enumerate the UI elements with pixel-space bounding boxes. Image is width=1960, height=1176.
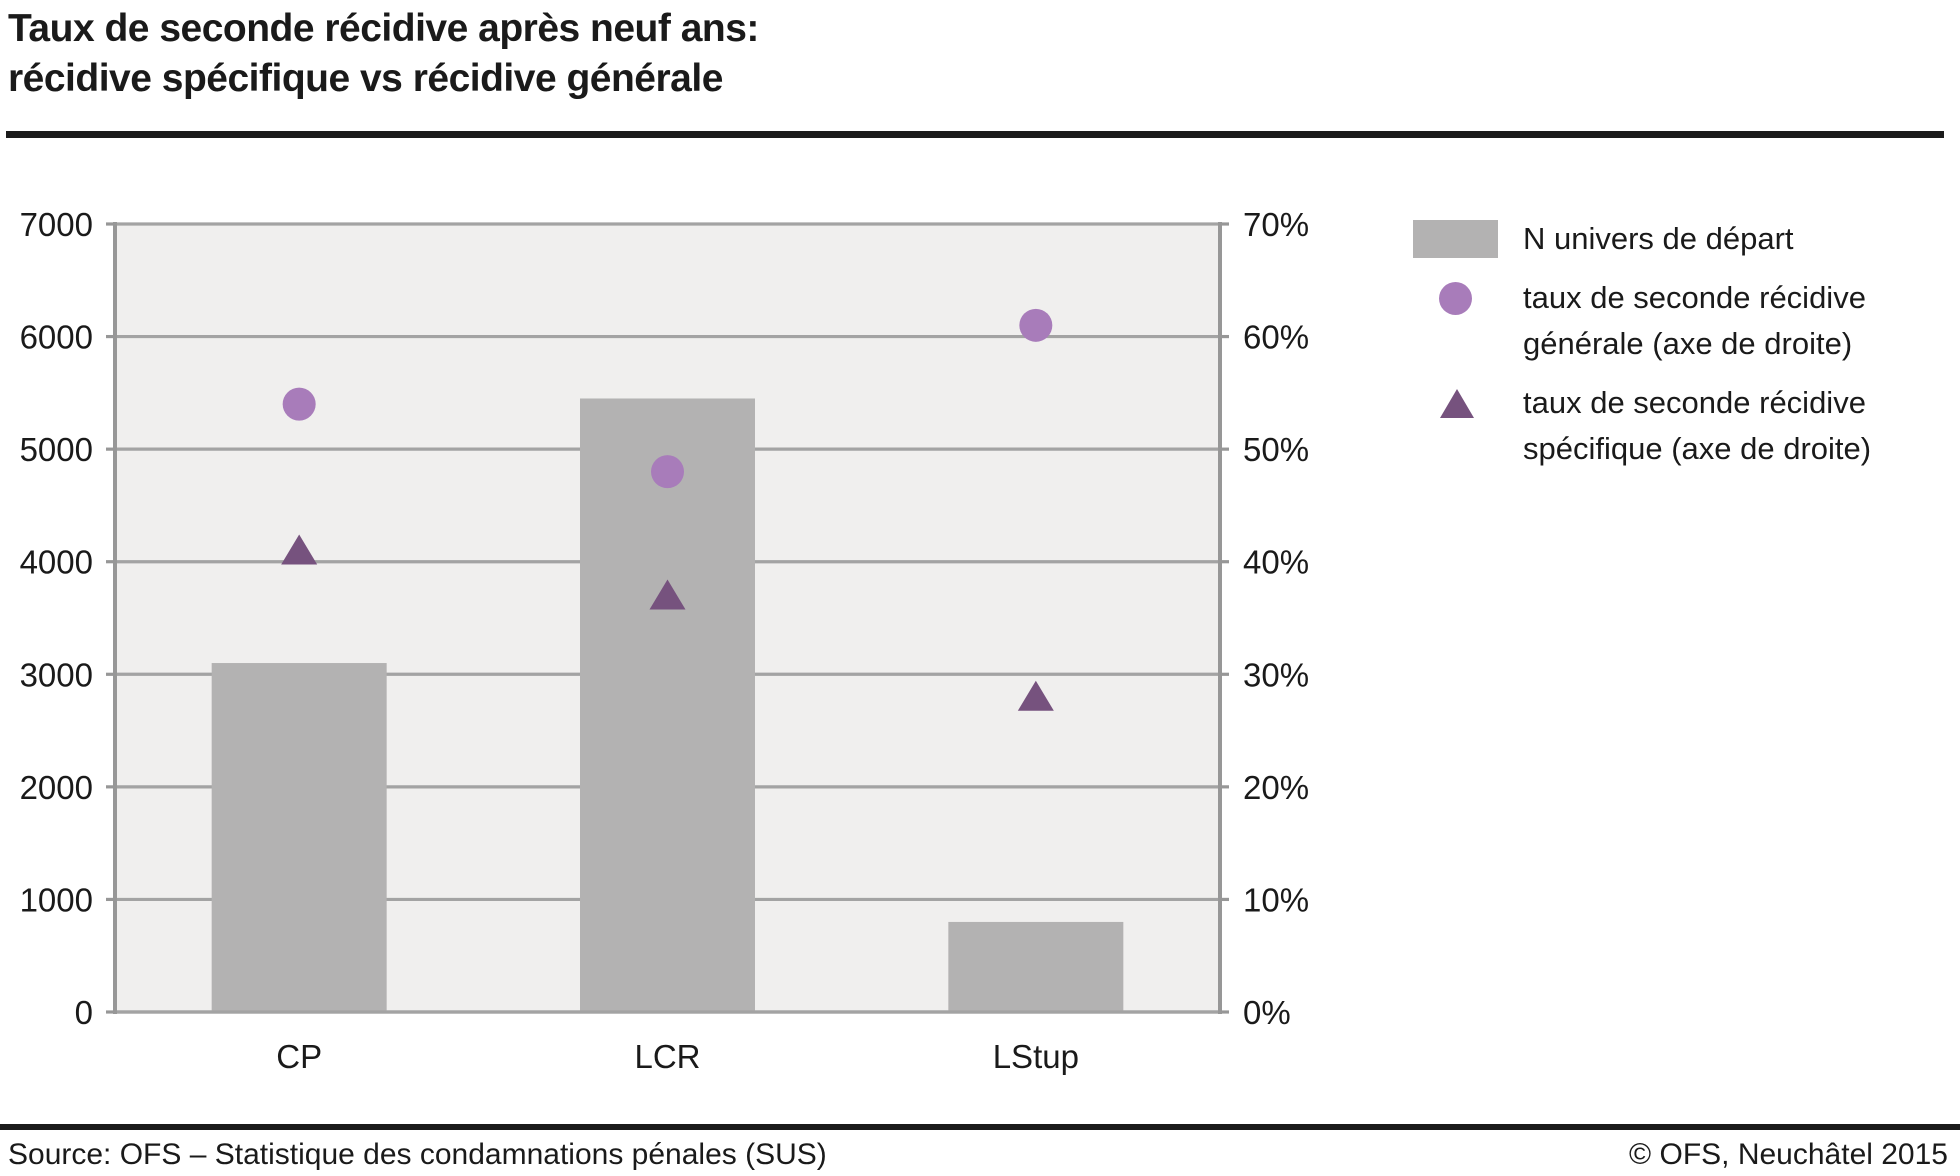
legend-item-recidive-generale: taux de seconde récidive générale (axe d…	[1413, 275, 1953, 367]
category-label-LStup: LStup	[993, 1038, 1079, 1075]
bar-CP	[211, 663, 387, 1012]
right-axis-label: 60%	[1243, 319, 1309, 356]
bar-LStup	[948, 921, 1124, 1012]
left-axis-label: 4000	[20, 544, 93, 581]
chart-title-line1: Taux de seconde récidive après neuf ans:	[8, 7, 759, 50]
category-label-CP: CP	[276, 1038, 322, 1075]
bar-swatch-icon	[1413, 220, 1498, 258]
right-axis-label: 20%	[1243, 769, 1309, 806]
left-axis-label: 6000	[20, 319, 93, 356]
right-axis-label: 70%	[1243, 206, 1309, 243]
legend-label-recidive-specifique: taux de seconde récidive spécifique (axe…	[1523, 385, 1872, 466]
triangle-marker-icon	[1440, 389, 1474, 418]
left-axis-label: 2000	[20, 769, 93, 806]
triangle-marker-LCR	[649, 579, 686, 610]
circle-marker-CP	[282, 387, 316, 421]
legend: N univers de départ taux de seconde réci…	[1413, 216, 1953, 485]
legend-item-recidive-specifique: taux de seconde récidive spécifique (axe…	[1413, 380, 1953, 472]
title-divider	[6, 131, 1944, 138]
left-axis-label: 0	[75, 994, 93, 1031]
category-label-LCR: LCR	[634, 1038, 700, 1075]
right-axis-label: 50%	[1243, 431, 1309, 468]
circle-marker-icon	[1439, 282, 1472, 315]
left-axis-label: 3000	[20, 656, 93, 693]
right-axis-label: 40%	[1243, 544, 1309, 581]
circle-marker-LCR	[651, 455, 684, 489]
right-axis-label: 10%	[1243, 881, 1309, 918]
legend-label-n-univers: N univers de départ	[1523, 221, 1794, 256]
bar-LCR	[580, 398, 755, 1012]
triangle-marker-LStup	[1017, 680, 1054, 711]
copyright-text: © OFS, Neuchâtel 2015	[1629, 1138, 1948, 1171]
right-axis-label: 30%	[1243, 656, 1309, 693]
left-axis-label: 5000	[20, 431, 93, 468]
left-axis-label: 1000	[20, 881, 93, 918]
circle-marker-LStup	[1019, 308, 1053, 342]
triangle-marker-CP	[281, 534, 318, 565]
chart-title-line2: récidive spécifique vs récidive générale	[8, 57, 723, 100]
right-axis-label: 0%	[1243, 994, 1291, 1031]
footer-divider	[0, 1124, 1960, 1130]
source-text: Source: OFS – Statistique des condamnati…	[8, 1138, 827, 1171]
chart-title: Taux de seconde récidive après neuf ans:…	[8, 4, 759, 104]
legend-label-recidive-generale: taux de seconde récidive générale (axe d…	[1523, 280, 1866, 361]
legend-item-n-univers: N univers de départ	[1413, 216, 1953, 262]
left-axis-label: 7000	[20, 206, 93, 243]
